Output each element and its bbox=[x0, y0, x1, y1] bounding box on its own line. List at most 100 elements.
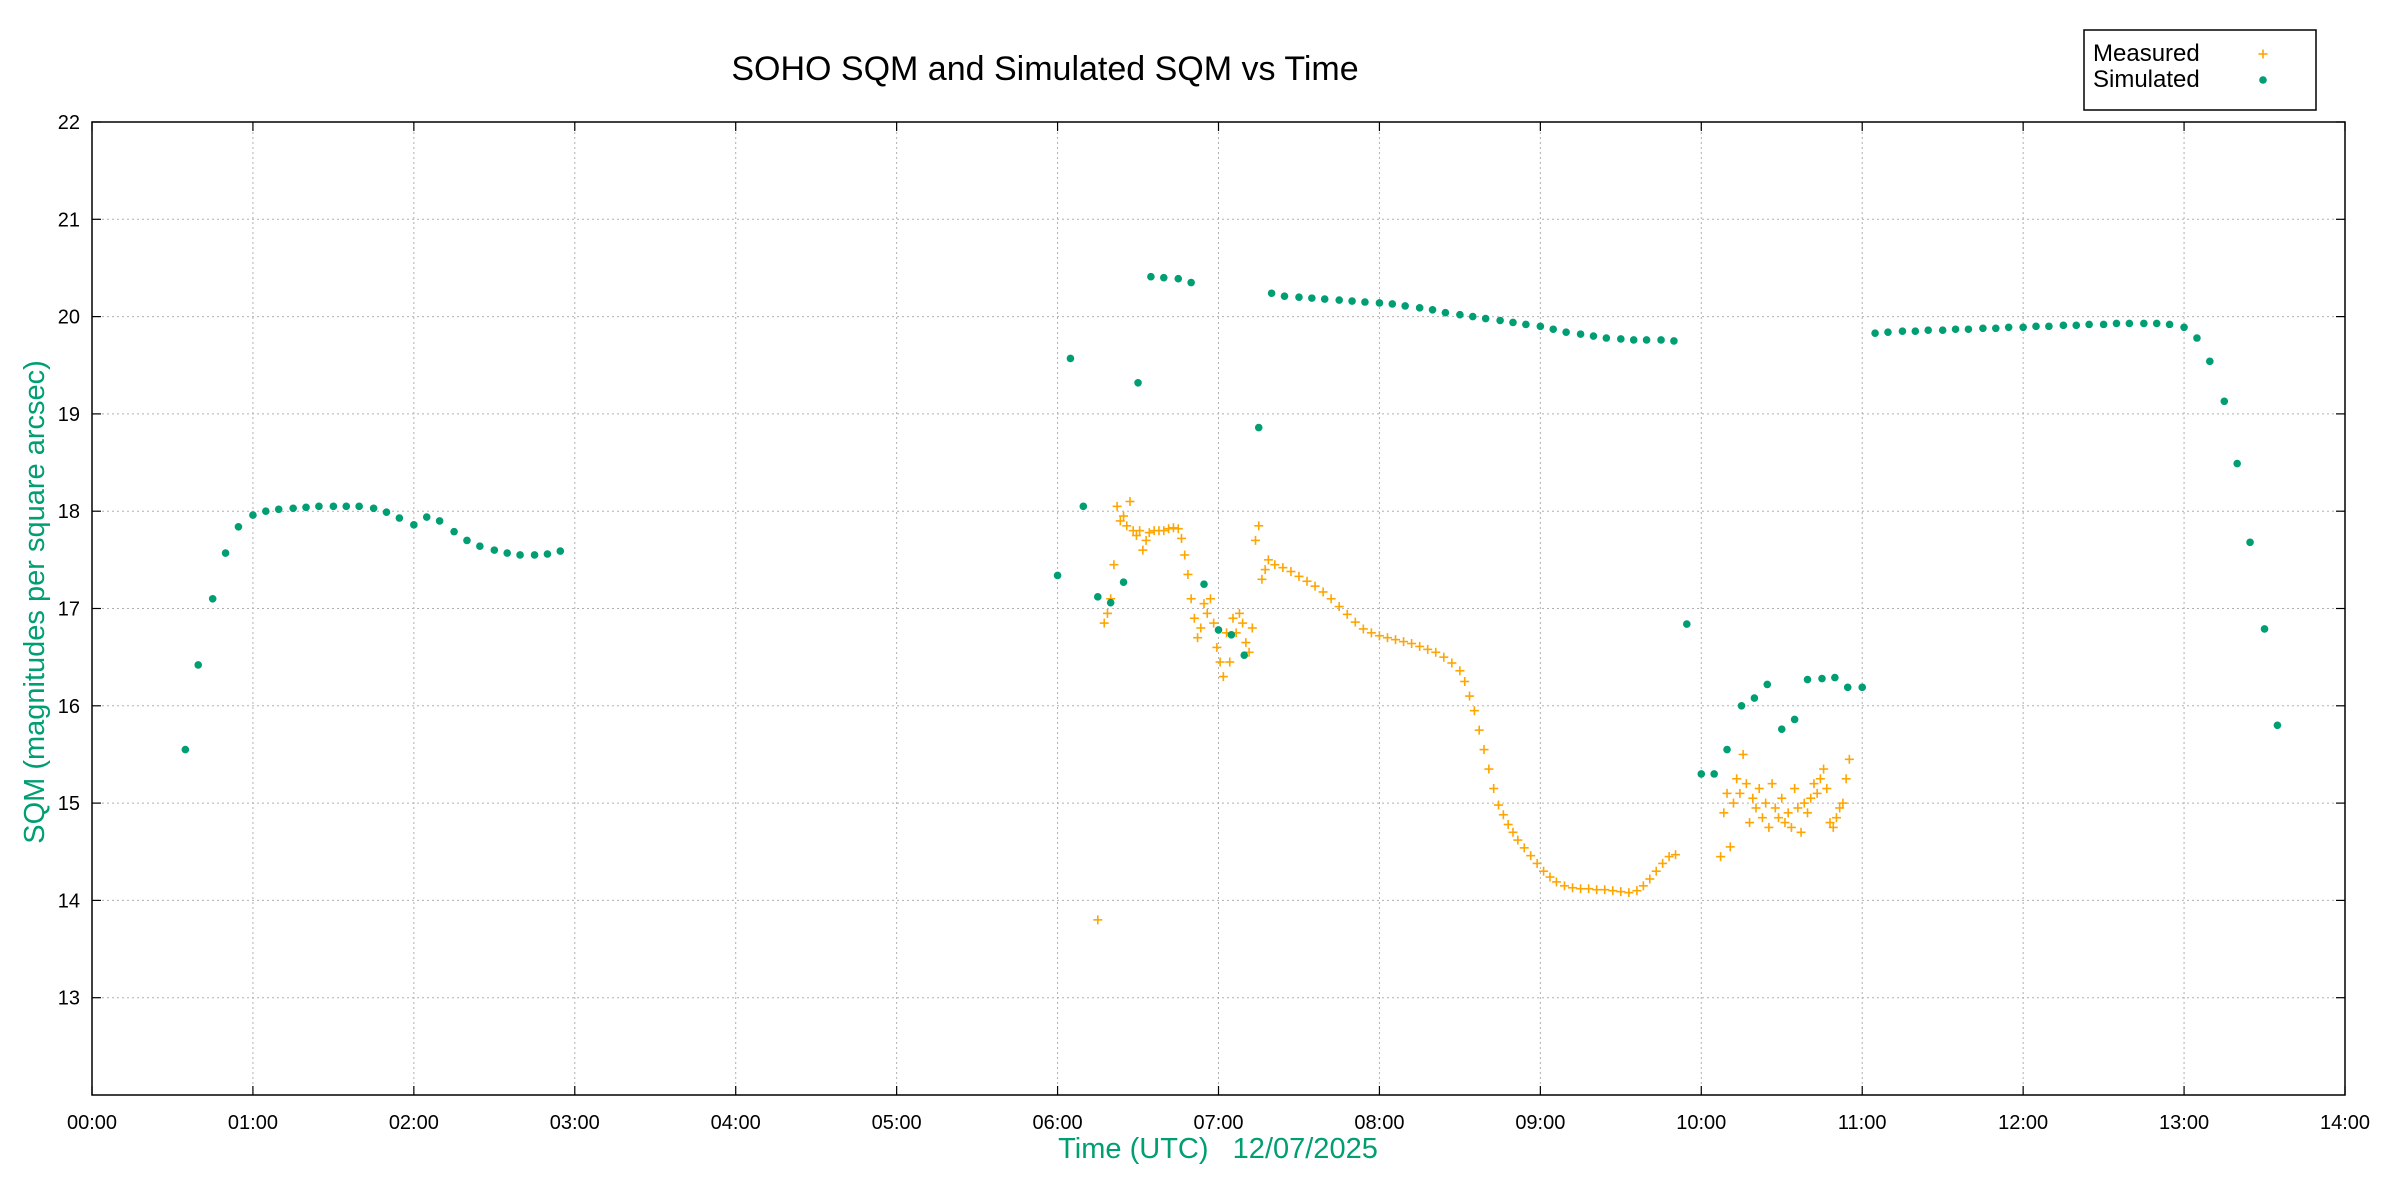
simulated-point bbox=[1642, 336, 1651, 344]
simulated-point bbox=[1589, 332, 1598, 340]
measured-point bbox=[1638, 881, 1648, 891]
measured-point bbox=[1186, 594, 1196, 604]
measured-point bbox=[1545, 872, 1555, 882]
simulated-point bbox=[1147, 272, 1155, 281]
measured-point bbox=[1822, 784, 1832, 794]
measured-point bbox=[1205, 594, 1215, 604]
measured-point bbox=[1645, 874, 1655, 884]
measured-point bbox=[1141, 535, 1151, 545]
simulated-point bbox=[1295, 293, 1303, 301]
simulated-point bbox=[2004, 323, 2013, 332]
simulated-point bbox=[1509, 318, 1517, 327]
x-tick-label: 00:00 bbox=[67, 1112, 117, 1134]
simulated-point bbox=[1911, 327, 1920, 335]
simulated-point bbox=[274, 505, 283, 514]
measured-point bbox=[1342, 609, 1352, 619]
measured-point bbox=[1138, 545, 1148, 555]
simulated-point bbox=[2085, 320, 2093, 329]
measured-point bbox=[1199, 599, 1209, 609]
measured-point bbox=[1793, 803, 1803, 813]
measured-point bbox=[1164, 524, 1174, 534]
simulated-point bbox=[1991, 324, 2000, 333]
simulated-point bbox=[1415, 304, 1424, 312]
simulated-point bbox=[1066, 354, 1075, 363]
measured-point bbox=[1576, 884, 1586, 894]
measured-point bbox=[1193, 633, 1203, 643]
simulated-point bbox=[1468, 312, 1477, 321]
simulated-point bbox=[1951, 325, 1960, 334]
measured-point bbox=[1115, 516, 1125, 526]
measured-point bbox=[1215, 657, 1225, 667]
x-tick-label: 06:00 bbox=[1033, 1112, 1083, 1134]
simulated-point bbox=[1818, 674, 1826, 683]
simulated-point bbox=[315, 502, 323, 511]
simulated-point bbox=[2180, 323, 2188, 332]
simulated-point bbox=[2072, 321, 2081, 330]
measured-point bbox=[1254, 521, 1264, 531]
measured-point bbox=[1286, 567, 1296, 577]
simulated-point bbox=[1617, 335, 1625, 343]
simulated-point bbox=[1884, 328, 1892, 336]
simulated-point bbox=[395, 514, 404, 522]
measured-point bbox=[1431, 647, 1441, 657]
measured-point bbox=[1722, 788, 1732, 798]
measured-point bbox=[1780, 818, 1790, 828]
simulated-point bbox=[556, 547, 565, 555]
measured-point bbox=[1241, 638, 1251, 648]
measured-point bbox=[1592, 885, 1602, 895]
simulated-point bbox=[1348, 297, 1356, 305]
measured-point bbox=[1173, 524, 1183, 534]
measured-point bbox=[1302, 576, 1312, 586]
simulated-point bbox=[503, 549, 511, 557]
measured-point bbox=[1260, 565, 1270, 575]
simulated-point bbox=[1536, 322, 1545, 331]
measured-point bbox=[1503, 820, 1513, 830]
measured-point bbox=[1102, 608, 1112, 618]
measured-point bbox=[1757, 813, 1767, 823]
legend-box bbox=[2083, 29, 2317, 111]
simulated-point bbox=[1456, 310, 1464, 319]
measured-point bbox=[1489, 784, 1499, 794]
simulated-point bbox=[1629, 336, 1638, 344]
chart-title: SOHO SQM and Simulated SQM vs Time bbox=[731, 50, 1358, 88]
simulated-point bbox=[2112, 319, 2121, 328]
simulated-point bbox=[234, 522, 243, 531]
measured-point bbox=[1802, 808, 1812, 818]
measured-point bbox=[1484, 764, 1494, 774]
simulated-point bbox=[1697, 770, 1706, 778]
measured-point bbox=[1498, 810, 1508, 820]
simulated-point bbox=[2260, 625, 2269, 633]
simulated-point bbox=[1522, 320, 1530, 329]
simulated-point bbox=[2246, 538, 2254, 547]
simulated-point bbox=[1187, 278, 1195, 287]
measured-point bbox=[1180, 550, 1190, 560]
simulated-point bbox=[1240, 651, 1249, 660]
measured-point bbox=[1469, 706, 1479, 716]
simulated-point bbox=[355, 502, 363, 511]
simulated-point bbox=[1803, 675, 1812, 684]
simulated-point bbox=[422, 513, 431, 521]
simulated-point bbox=[435, 517, 444, 525]
simulated-point bbox=[289, 504, 297, 513]
x-tick-label: 02:00 bbox=[389, 1112, 439, 1134]
simulated-point bbox=[1119, 578, 1128, 587]
simulated-point bbox=[1683, 620, 1691, 628]
simulated-point bbox=[410, 521, 418, 529]
measured-point bbox=[1093, 915, 1103, 925]
measured-point bbox=[1600, 885, 1610, 895]
measured-point bbox=[1751, 803, 1761, 813]
measured-point bbox=[1099, 618, 1109, 628]
simulated-point bbox=[1964, 325, 1973, 334]
measured-point bbox=[1831, 813, 1841, 823]
data-points bbox=[181, 272, 2282, 925]
measured-point bbox=[1407, 639, 1417, 649]
simulated-point bbox=[1777, 725, 1786, 733]
simulated-point bbox=[1723, 745, 1731, 754]
measured-point bbox=[1770, 803, 1780, 813]
simulated-point bbox=[1320, 295, 1329, 303]
simulated-point bbox=[2045, 322, 2053, 331]
measured-point bbox=[1790, 784, 1800, 794]
simulated-point bbox=[543, 550, 552, 558]
y-tick-label: 13 bbox=[58, 988, 80, 1010]
measured-point bbox=[1247, 623, 1257, 633]
